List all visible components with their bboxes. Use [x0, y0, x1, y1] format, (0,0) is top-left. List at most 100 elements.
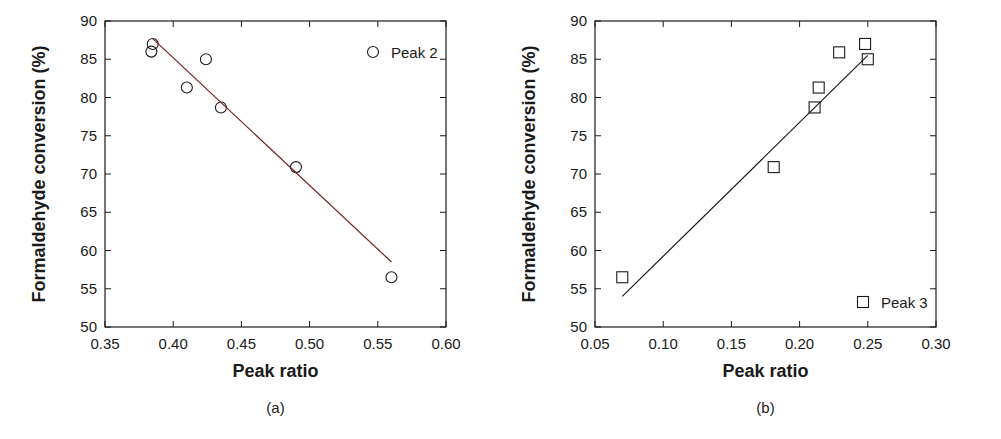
- y-tick-label: 80: [80, 89, 97, 106]
- y-tick-right: [440, 97, 446, 98]
- x-tick-label: 0.25: [853, 335, 882, 352]
- x-tick-label: 0.15: [717, 335, 746, 352]
- x-tick: [936, 321, 937, 327]
- y-tick: [105, 97, 111, 98]
- y-tick-label: 90: [80, 12, 97, 29]
- legend-marker: [368, 47, 379, 58]
- y-tick-label: 75: [570, 127, 587, 144]
- x-tick-label: 0.45: [227, 335, 256, 352]
- x-tick-label: 0.50: [295, 335, 324, 352]
- subtitle: (a): [266, 399, 284, 416]
- y-tick: [105, 288, 111, 289]
- data-point: [617, 272, 628, 283]
- y-tick-right: [930, 250, 936, 251]
- y-tick-right: [930, 59, 936, 60]
- y-tick: [595, 59, 601, 60]
- x-tick: [731, 321, 732, 327]
- x-tick-top: [241, 21, 242, 27]
- x-tick: [663, 321, 664, 327]
- y-tick-right: [440, 21, 446, 22]
- x-tick-top: [799, 21, 800, 27]
- y-axis-label: Formaldehyde conversion (%): [29, 45, 49, 302]
- y-tick: [595, 250, 601, 251]
- fit-line: [622, 55, 868, 296]
- legend-label: Peak 3: [881, 294, 928, 311]
- y-tick-label: 70: [80, 165, 97, 182]
- y-tick-right: [440, 212, 446, 213]
- x-tick-label: 0.05: [580, 335, 609, 352]
- y-tick-right: [930, 21, 936, 22]
- y-tick-right: [930, 97, 936, 98]
- data-point: [860, 38, 871, 49]
- y-tick-right: [440, 59, 446, 60]
- data-point: [181, 82, 192, 93]
- x-tick-top: [595, 21, 596, 27]
- x-axis-label: Peak ratio: [722, 361, 808, 381]
- y-tick: [595, 174, 601, 175]
- y-tick-right: [440, 327, 446, 328]
- x-tick-label: 0.30: [921, 335, 950, 352]
- x-tick: [173, 321, 174, 327]
- x-tick-top: [446, 21, 447, 27]
- y-tick: [105, 327, 111, 328]
- x-tick-label: 0.10: [649, 335, 678, 352]
- y-tick-label: 55: [80, 280, 97, 297]
- y-tick-right: [440, 174, 446, 175]
- y-tick-label: 85: [80, 50, 97, 67]
- data-point: [834, 47, 845, 58]
- x-tick: [595, 321, 596, 327]
- y-tick-right: [930, 212, 936, 213]
- x-tick-label: 0.35: [90, 335, 119, 352]
- x-tick-top: [377, 21, 378, 27]
- y-tick: [105, 21, 111, 22]
- x-tick: [377, 321, 378, 327]
- fit-line: [153, 39, 392, 262]
- y-tick-right: [930, 135, 936, 136]
- y-tick-label: 55: [570, 280, 587, 297]
- y-tick: [595, 327, 601, 328]
- data-point: [147, 38, 158, 49]
- x-tick-top: [936, 21, 937, 27]
- x-tick-top: [731, 21, 732, 27]
- y-tick: [105, 212, 111, 213]
- y-tick: [105, 174, 111, 175]
- plot-frame: [105, 21, 446, 327]
- y-tick-right: [440, 250, 446, 251]
- x-tick-label: 0.60: [431, 335, 460, 352]
- y-tick: [595, 135, 601, 136]
- x-tick: [446, 321, 447, 327]
- x-tick: [867, 321, 868, 327]
- y-tick-label: 85: [570, 50, 587, 67]
- y-tick-label: 50: [80, 318, 97, 335]
- x-tick: [105, 321, 106, 327]
- y-tick: [105, 135, 111, 136]
- y-tick-label: 60: [570, 242, 587, 259]
- x-tick-top: [663, 21, 664, 27]
- data-point: [768, 162, 779, 173]
- y-tick: [595, 288, 601, 289]
- data-group: [146, 38, 397, 282]
- y-tick: [595, 97, 601, 98]
- y-tick-right: [930, 288, 936, 289]
- x-tick: [241, 321, 242, 327]
- y-tick: [595, 21, 601, 22]
- data-point: [290, 162, 301, 173]
- y-tick-label: 80: [570, 89, 587, 106]
- y-tick-label: 65: [80, 203, 97, 220]
- y-tick: [105, 59, 111, 60]
- x-axis-label: Peak ratio: [232, 361, 318, 381]
- y-axis-label: Formaldehyde conversion (%): [519, 45, 539, 302]
- data-point: [386, 272, 397, 283]
- y-tick-label: 70: [570, 165, 587, 182]
- data-group: [617, 38, 874, 296]
- y-tick-label: 50: [570, 318, 587, 335]
- y-tick-label: 65: [570, 203, 587, 220]
- panel: 0.05 0.10 0.15 0.20 0.25 0.30 50 55 60 65 70 75 80 85…: [519, 12, 951, 416]
- x-tick-top: [867, 21, 868, 27]
- data-point: [215, 102, 226, 113]
- x-tick-label: 0.20: [785, 335, 814, 352]
- x-tick-top: [105, 21, 106, 27]
- y-tick-right: [440, 135, 446, 136]
- y-tick-right: [930, 174, 936, 175]
- y-tick: [105, 250, 111, 251]
